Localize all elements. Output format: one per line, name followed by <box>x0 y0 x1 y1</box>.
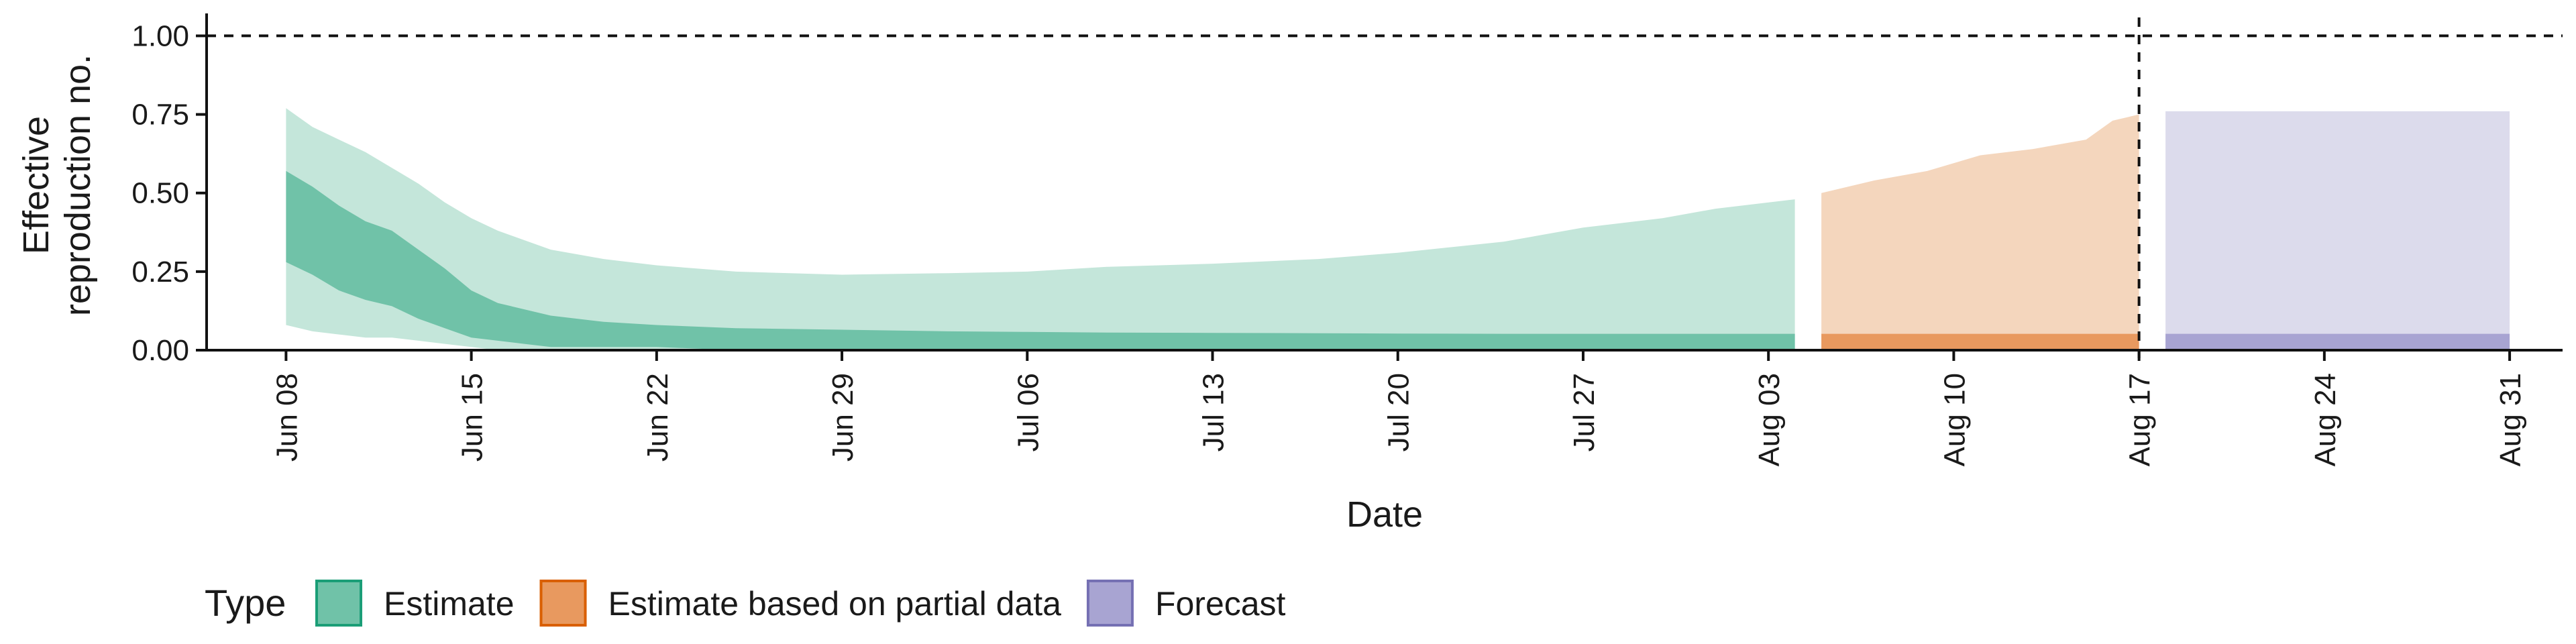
legend-label: Forecast <box>1155 585 1286 623</box>
x-tick-label: Jun 22 <box>641 373 674 462</box>
y-axis-title-line: reproduction no. <box>58 54 98 316</box>
x-tick-label: Jun 08 <box>270 373 303 462</box>
band-90-series-1 <box>1821 114 2139 350</box>
band-90-series-2 <box>2165 111 2510 350</box>
legend-swatch <box>315 580 362 627</box>
y-tick-label: 1.00 <box>131 19 189 52</box>
x-tick-label: Aug 03 <box>1753 373 1786 466</box>
legend-label: Estimate <box>384 585 515 623</box>
x-tick-label: Aug 24 <box>2309 373 2342 466</box>
plot-bands <box>286 108 2510 350</box>
x-tick-label: Aug 10 <box>1938 373 1971 466</box>
axes: 0.00 0.25 0.50 0.75 1.00 Jun 08 Jun 15 Jun 22 Ju… <box>131 13 2563 466</box>
y-tick-label: 0.00 <box>131 334 189 367</box>
reference-lines <box>207 17 2563 358</box>
legend-label: Estimate based on partial data <box>608 585 1062 623</box>
y-axis-title-line: Effective <box>16 116 56 254</box>
legend: Type Estimate Estimate based on partial da… <box>205 580 1286 627</box>
x-tick-label: Jul 13 <box>1197 373 1230 451</box>
x-tick-label: Jul 20 <box>1383 373 1415 451</box>
legend-title: Type <box>205 582 286 624</box>
y-tick-label: 0.50 <box>131 177 189 210</box>
legend-swatch <box>1086 580 1134 627</box>
x-tick-label: Jun 29 <box>826 373 859 462</box>
x-tick-label: Jul 06 <box>1012 373 1044 451</box>
legend-swatch <box>539 580 587 627</box>
band-50-series-2 <box>2165 333 2510 350</box>
y-tick-label: 0.25 <box>131 256 189 288</box>
y-axis-title: Effective reproduction no. <box>16 54 98 316</box>
x-tick-label: Aug 17 <box>2124 373 2157 466</box>
band-50-series-1 <box>1821 333 2139 350</box>
band-90-series-0 <box>286 108 1795 350</box>
x-axis-title: Date <box>1346 494 1423 535</box>
x-tick-label: Aug 31 <box>2494 373 2527 466</box>
x-tick-label: Jun 15 <box>456 373 489 462</box>
x-tick-label: Jul 27 <box>1568 373 1601 451</box>
y-tick-label: 0.75 <box>131 99 189 131</box>
